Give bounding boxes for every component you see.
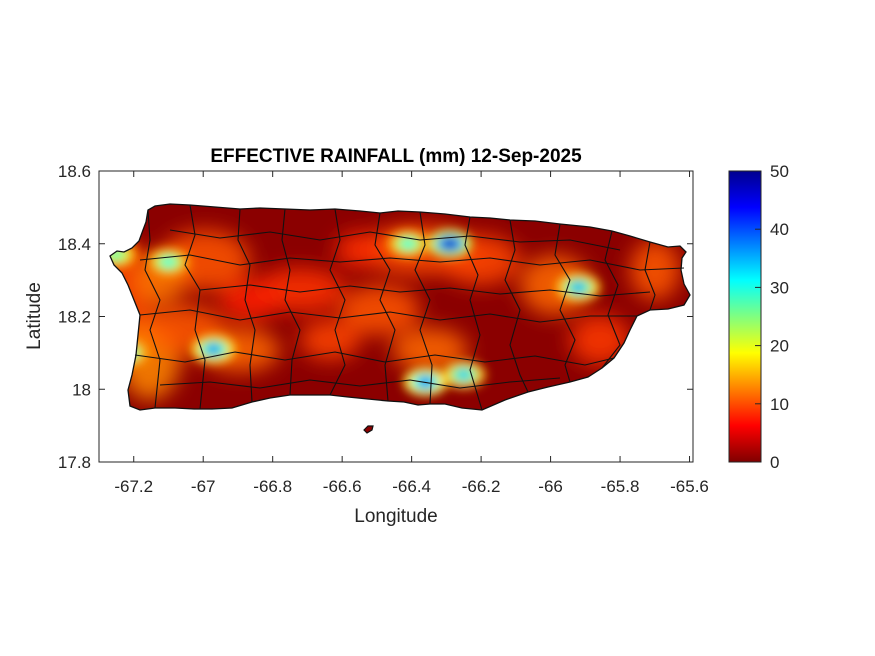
municipality-border — [159, 377, 561, 389]
municipality-borders — [134, 204, 685, 411]
colorbar-tick-label: 20 — [770, 337, 789, 356]
y-tick-label: 17.8 — [58, 453, 91, 472]
hotspot-core — [456, 369, 471, 380]
y-tick-label: 18.6 — [58, 162, 91, 181]
municipality-border — [139, 254, 685, 271]
moderate-rain-area — [630, 240, 680, 300]
y-axis-label: Latitude — [24, 282, 45, 350]
municipality-border — [199, 284, 651, 297]
y-tick-label: 18.2 — [58, 308, 91, 327]
x-tick-label: -67.2 — [114, 477, 153, 496]
municipality-border — [504, 219, 529, 393]
x-axis-ticks: -67.2 -67 -66.8 -66.6 -66.4 -66.2 -66 -65.8 -65.… — [114, 171, 709, 496]
x-axis-label: Longitude — [354, 506, 437, 527]
municipality-border — [144, 209, 161, 409]
x-tick-label: -66 — [538, 477, 563, 496]
heavy-rain-layer — [110, 229, 601, 396]
colorbar-tick-label: 40 — [770, 220, 789, 239]
hotspot-core — [161, 256, 176, 267]
municipality-border — [644, 241, 656, 311]
caja-de-muertos-islet — [363, 425, 374, 434]
colorbar-tick-label: 50 — [770, 162, 789, 181]
moderate-rain-area — [300, 320, 360, 360]
municipality-border — [414, 211, 433, 405]
municipality-border — [554, 223, 576, 383]
hotspot-core — [401, 238, 416, 249]
hotspot-core — [206, 344, 221, 355]
municipality-border — [134, 351, 615, 366]
coastline — [109, 203, 691, 411]
municipality-border — [237, 208, 256, 403]
municipality-border — [281, 208, 301, 396]
x-tick-label: -67 — [191, 477, 216, 496]
chart-title: EFFECTIVE RAINFALL (mm) 12-Sep-2025 — [210, 146, 582, 167]
colorbar-tick-label: 30 — [770, 278, 789, 297]
hotspot-core — [571, 282, 586, 293]
moderate-rain-area — [570, 315, 630, 365]
moderate-rain-area — [340, 285, 420, 335]
y-axis-ticks: 17.8 18 18.2 18.4 18.6 — [58, 162, 693, 472]
municipality-border — [139, 309, 637, 323]
municipality-border — [374, 212, 396, 402]
x-tick-label: -66.4 — [392, 477, 431, 496]
rainfall-map — [110, 204, 690, 410]
x-tick-label: -65.8 — [601, 477, 640, 496]
colorbar-tick-label: 0 — [770, 453, 779, 472]
municipality-border — [464, 216, 483, 411]
x-tick-label: -65.6 — [670, 477, 709, 496]
colorbar: 0 10 20 30 40 50 — [728, 162, 789, 472]
colorbar-tick-label: 10 — [770, 395, 789, 414]
colorbar-gradient — [728, 170, 762, 463]
x-tick-label: -66.6 — [323, 477, 362, 496]
colorbar-ticks: 0 10 20 30 40 50 — [755, 162, 789, 472]
moderate-rain-area — [220, 280, 280, 320]
y-tick-label: 18.4 — [58, 235, 91, 254]
hotspot-core — [442, 238, 457, 249]
municipality-border — [329, 208, 346, 396]
municipality-border — [601, 230, 621, 369]
x-tick-label: -66.2 — [462, 477, 501, 496]
municipality-border — [169, 229, 621, 251]
y-tick-label: 18 — [72, 380, 91, 399]
x-tick-label: -66.8 — [253, 477, 292, 496]
moderate-rain-area — [392, 328, 468, 372]
